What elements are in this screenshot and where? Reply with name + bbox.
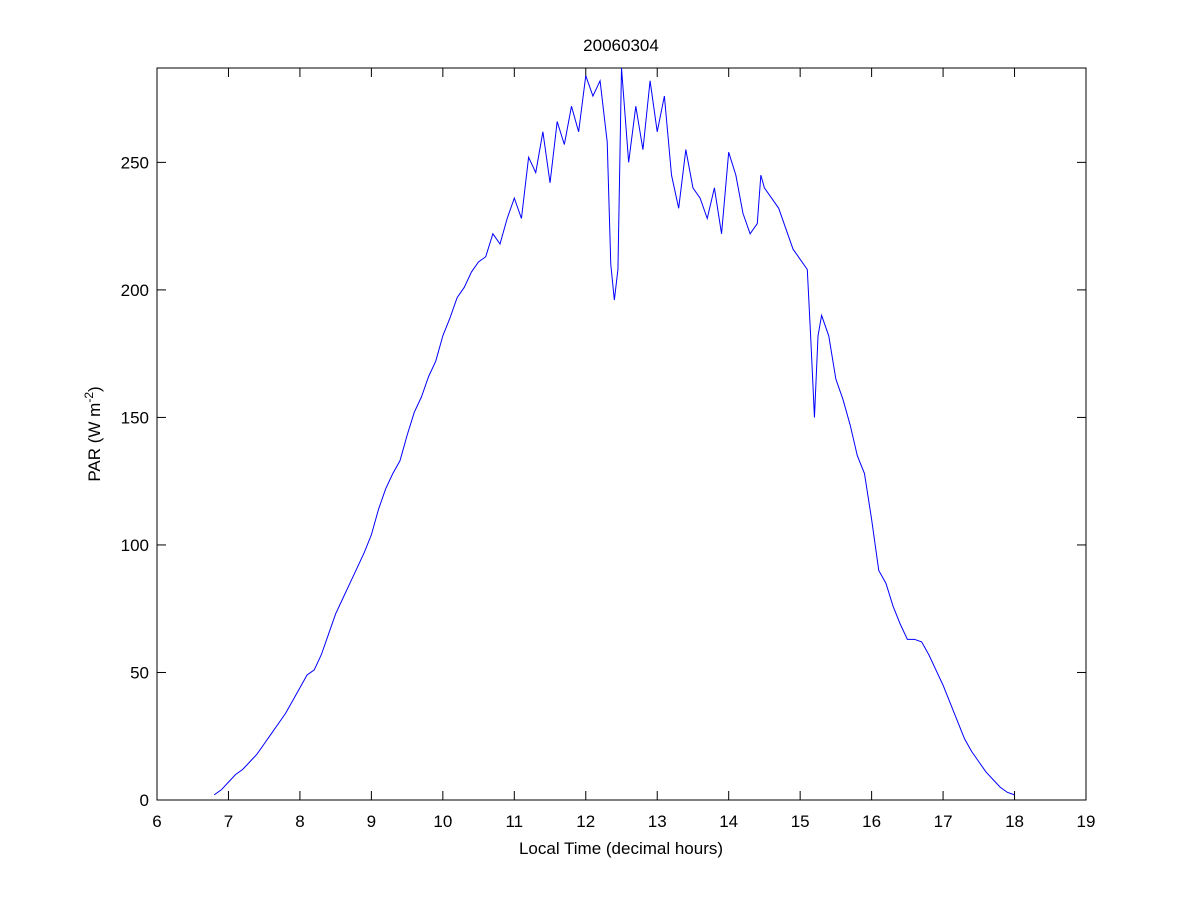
y-label-sup: -2 (82, 392, 96, 403)
x-tick-label: 9 (367, 812, 376, 831)
x-tick-label: 8 (295, 812, 304, 831)
x-tick-label: 16 (862, 812, 881, 831)
y-tick-label: 150 (121, 408, 149, 427)
data-line (213, 67, 1015, 796)
y-tick-label: 100 (121, 536, 149, 555)
y-tick-label: 50 (130, 663, 149, 682)
x-tick-label: 19 (1077, 812, 1096, 831)
y-tick-label: 0 (140, 791, 149, 810)
plot-box (156, 67, 1087, 801)
x-tick-label: 10 (433, 812, 452, 831)
x-tick-label: 18 (1005, 812, 1024, 831)
y-tick-label: 200 (121, 281, 149, 300)
y-axis-label: PAR (W m-2) (82, 386, 104, 481)
x-tick-label: 15 (791, 812, 810, 831)
x-tick-label: 17 (934, 812, 953, 831)
y-label-text: PAR (W m (85, 403, 104, 482)
x-tick-label: 12 (576, 812, 595, 831)
chart-title: 20060304 (583, 36, 659, 55)
x-tick-label: 7 (224, 812, 233, 831)
x-tick-label: 6 (152, 812, 161, 831)
x-axis-label: Local Time (decimal hours) (519, 839, 723, 858)
x-tick-label: 13 (648, 812, 667, 831)
y-label-suffix: ) (85, 386, 104, 392)
x-tick-label: 14 (719, 812, 738, 831)
x-tick-label: 11 (505, 812, 523, 831)
y-tick-label: 250 (121, 153, 149, 172)
